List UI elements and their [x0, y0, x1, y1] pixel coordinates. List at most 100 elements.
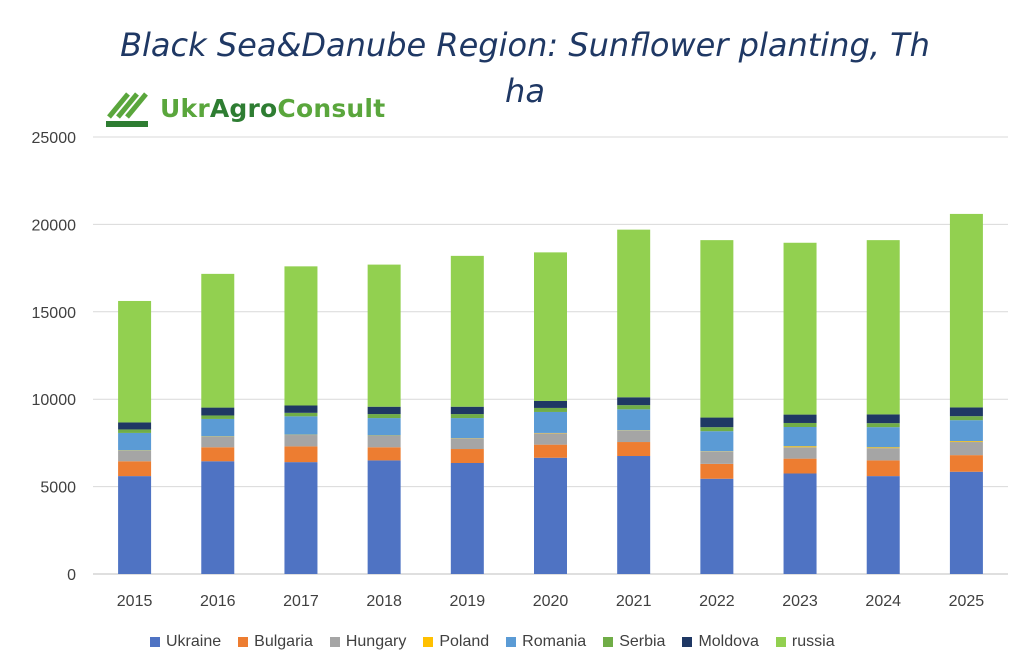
legend-swatch-hungary — [329, 637, 340, 647]
bar-hungary-2020 — [534, 433, 567, 445]
y-axis: 0 5000 10000 15000 20000 25000 — [32, 130, 77, 584]
legend-swatch-bulgaria — [238, 637, 249, 647]
bar-romania-2016 — [201, 418, 235, 437]
bar-bulgaria-2024 — [866, 460, 900, 477]
bar-hungary-2025 — [949, 442, 983, 456]
chart-legend: Ukraine Bulgaria Hungary Poland Romania Serbi… — [150, 631, 852, 653]
legend-label-serbia: Serbia — [619, 633, 666, 650]
y-tick-label-0: 0 — [67, 567, 76, 584]
legend-item-moldova: Moldova — [682, 633, 759, 651]
bar-ukraine-2020 — [534, 457, 567, 574]
bar-serbia-2021 — [617, 405, 651, 410]
bar-ukraine-2015 — [118, 476, 152, 574]
legend-item-poland: Poland — [423, 633, 489, 651]
bar-serbia-2017 — [284, 412, 318, 417]
x-axis: 2015 2016 2017 2018 2019 2020 2021 2022 2023 2024… — [117, 593, 985, 610]
bar-romania-2015 — [118, 432, 152, 451]
x-tick-label-2024: 2024 — [865, 593, 901, 610]
bar-serbia-2019 — [450, 414, 484, 419]
bar-hungary-2018 — [367, 435, 401, 448]
bar-poland-2023 — [783, 446, 817, 448]
bar-russia-2018 — [367, 264, 401, 407]
bar-moldova-2022 — [700, 417, 734, 428]
bar-bulgaria-2019 — [450, 449, 484, 464]
x-tick-label-2015: 2015 — [117, 593, 153, 610]
y-tick-label-15000: 15000 — [32, 305, 77, 322]
bar-serbia-2023 — [783, 422, 817, 427]
legend-swatch-moldova — [682, 637, 693, 647]
bar-ukraine-2023 — [783, 473, 817, 574]
bar-moldova-2024 — [866, 414, 900, 424]
legend-swatch-poland — [423, 637, 434, 647]
bar-serbia-2018 — [367, 414, 401, 419]
y-tick-label-10000: 10000 — [32, 392, 77, 409]
bar-romania-2025 — [949, 420, 983, 442]
bar-bulgaria-2022 — [700, 463, 734, 479]
bar-bulgaria-2021 — [617, 442, 651, 457]
legend-label-russia: russia — [791, 633, 835, 650]
x-tick-label-2020: 2020 — [533, 593, 569, 610]
legend-label-bulgaria: Bulgaria — [254, 633, 313, 650]
bar-hungary-2019 — [450, 438, 484, 450]
x-tick-label-2018: 2018 — [366, 593, 402, 610]
legend-item-hungary: Hungary — [329, 633, 406, 651]
bar-hungary-2015 — [118, 450, 152, 462]
bar-ukraine-2018 — [367, 460, 401, 574]
ukragroconsult-logo: UkrAgroConsult — [106, 88, 385, 128]
bar-russia-2024 — [866, 240, 900, 415]
x-tick-label-2025: 2025 — [949, 593, 985, 610]
legend-label-ukraine: Ukraine — [166, 633, 222, 650]
bar-bulgaria-2023 — [783, 458, 817, 474]
bar-moldova-2018 — [367, 406, 401, 415]
bar-serbia-2020 — [534, 407, 567, 412]
bar-romania-2018 — [367, 418, 401, 436]
chart-title-line-2: ha — [505, 72, 545, 110]
chart-title: Black Sea&Danube Region: Sunflower plant… — [100, 22, 950, 114]
bar-romania-2022 — [700, 431, 734, 452]
legend-label-moldova: Moldova — [698, 633, 759, 650]
legend-swatch-ukraine — [150, 637, 160, 647]
bar-bulgaria-2020 — [534, 444, 567, 458]
bar-ukraine-2021 — [617, 456, 651, 574]
bar-romania-2019 — [450, 418, 484, 439]
bar-romania-2021 — [617, 409, 651, 431]
bar-ukraine-2025 — [949, 471, 983, 574]
x-tick-label-2016: 2016 — [200, 593, 236, 610]
bar-bulgaria-2025 — [949, 455, 983, 472]
bar-russia-2019 — [450, 255, 484, 407]
bar-moldova-2019 — [450, 406, 484, 415]
bar-romania-2017 — [284, 416, 318, 435]
logo-text: UkrAgroConsult — [160, 94, 385, 123]
bar-serbia-2016 — [201, 415, 235, 419]
legend-item-romania: Romania — [506, 633, 586, 651]
bar-hungary-2024 — [866, 448, 900, 461]
bar-serbia-2024 — [866, 423, 900, 428]
bar-hungary-2022 — [700, 451, 734, 464]
bar-serbia-2025 — [949, 416, 983, 421]
legend-swatch-romania — [506, 637, 517, 647]
y-tick-label-5000: 5000 — [40, 480, 76, 497]
bar-hungary-2023 — [783, 447, 817, 459]
bar-russia-2023 — [783, 242, 817, 415]
bar-moldova-2017 — [284, 405, 318, 413]
logo-text-consult: Consult — [277, 93, 386, 123]
x-tick-label-2021: 2021 — [616, 593, 652, 610]
legend-item-ukraine: Ukraine — [150, 633, 221, 651]
bar-romania-2020 — [534, 411, 567, 433]
bar-poland-2025 — [949, 441, 983, 443]
bar-russia-2022 — [700, 240, 734, 418]
bar-ukraine-2022 — [700, 478, 734, 574]
bar-bulgaria-2017 — [284, 446, 318, 463]
y-tick-label-25000: 25000 — [32, 130, 77, 147]
bar-hungary-2021 — [617, 430, 651, 443]
bar-ukraine-2017 — [284, 462, 318, 574]
bar-serbia-2015 — [118, 429, 152, 433]
bar-ukraine-2024 — [866, 476, 900, 574]
bar-russia-2021 — [617, 229, 651, 398]
bar-moldova-2015 — [118, 422, 152, 430]
bar-moldova-2016 — [201, 407, 235, 416]
x-tick-label-2022: 2022 — [699, 593, 735, 610]
bar-hungary-2017 — [284, 435, 318, 447]
legend-label-poland: Poland — [439, 633, 490, 650]
